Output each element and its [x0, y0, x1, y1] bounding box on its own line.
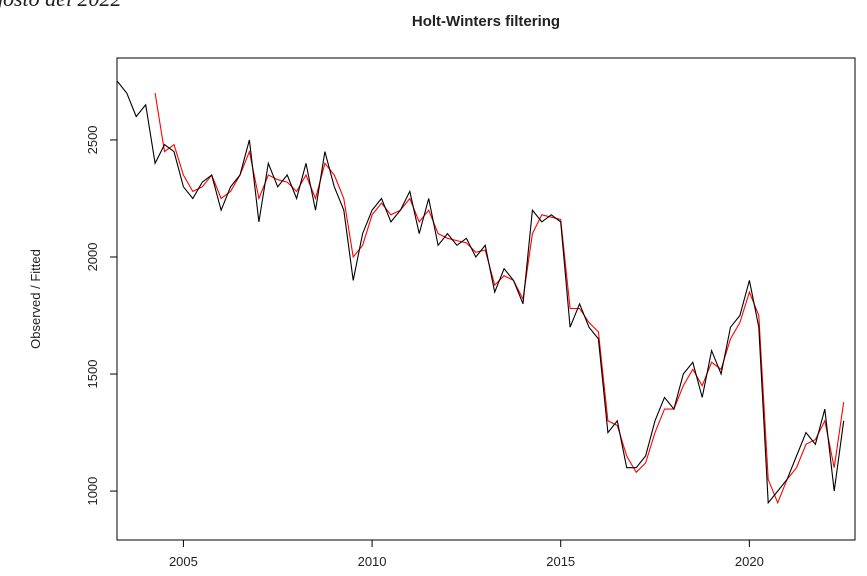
series-line — [154, 93, 845, 505]
y-axis-label: Observed / Fitted — [28, 249, 43, 349]
x-tick-label: 2005 — [169, 554, 198, 569]
chart-title: Holt-Winters filtering — [412, 13, 560, 30]
y-tick-label: 1000 — [85, 477, 100, 506]
y-tick-label: 1500 — [85, 360, 100, 389]
plot-frame — [116, 57, 856, 541]
y-tick-label: 2000 — [85, 243, 100, 272]
x-tick-label: 2020 — [735, 554, 764, 569]
series-line — [116, 81, 845, 505]
x-tick-label: 2015 — [546, 554, 575, 569]
y-tick-label: 2500 — [85, 125, 100, 154]
header-note: gosto del 2022 — [0, 0, 122, 11]
x-tick-label: 2010 — [358, 554, 387, 569]
